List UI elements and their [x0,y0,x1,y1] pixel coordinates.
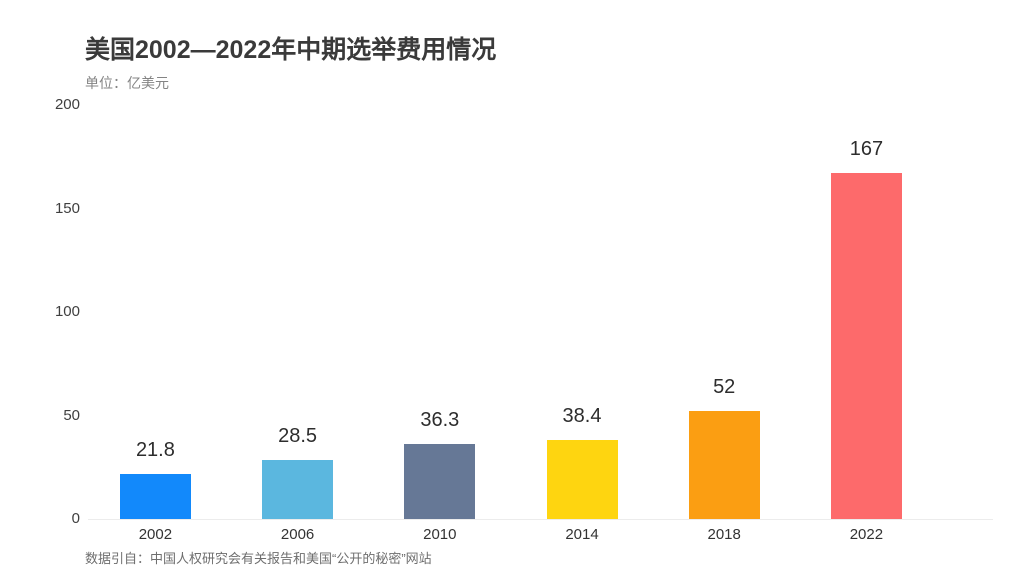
bar-2010 [404,443,476,519]
y-axis-tick-label: 0 [71,510,80,527]
x-axis-label: 2022 [849,526,884,543]
x-axis-label: 2006 [280,526,315,543]
y-axis-tick-label: 200 [54,96,80,113]
x-axis-label: 2014 [565,526,599,543]
y-axis-tick-label: 100 [54,303,80,320]
plot-area: 21.8 2002 28.5 2006 36.3 2010 38.4 2014 52 2018 16… [88,105,993,543]
bar-2014 [546,439,618,519]
x-axis-label: 2010 [423,526,457,543]
bar-group-2010: 36.3 2010 [369,105,511,543]
y-axis-tick-label: 50 [63,406,80,424]
bar-2022 [830,173,902,519]
bar-value-label: 28.5 [278,425,318,448]
bar-2002 [119,473,191,519]
x-axis-label: 2018 [707,526,741,543]
bar-group-2022: 167 2022 [795,105,937,543]
chart-source-note: 数据引自：中国人权研究会有关报告和美国“公开的秘密”网站 [85,551,432,566]
x-axis-label: 2002 [138,526,173,543]
chart-unit-label: 单位：亿美元 [85,75,169,91]
bar-2018 [688,411,760,519]
bar-group-2006: 28.5 2006 [227,105,369,543]
bar-2006 [262,460,334,519]
bar-value-label: 167 [849,138,884,161]
bar-value-label: 36.3 [420,408,460,431]
bar-value-label: 38.4 [562,404,602,427]
bar-group-2018: 52 2018 [653,105,795,543]
chart-title: 美国2002—2022年中期选举费用情况 [85,36,497,64]
bar-group-2002: 21.8 2002 [84,105,226,543]
bar-group-2014: 38.4 2014 [511,105,653,543]
bar-value-label: 52 [713,376,736,399]
y-axis: 0 50 100 150 200 [0,96,80,527]
bar-value-label: 21.8 [135,438,175,461]
y-axis-tick-label: 150 [54,199,80,217]
